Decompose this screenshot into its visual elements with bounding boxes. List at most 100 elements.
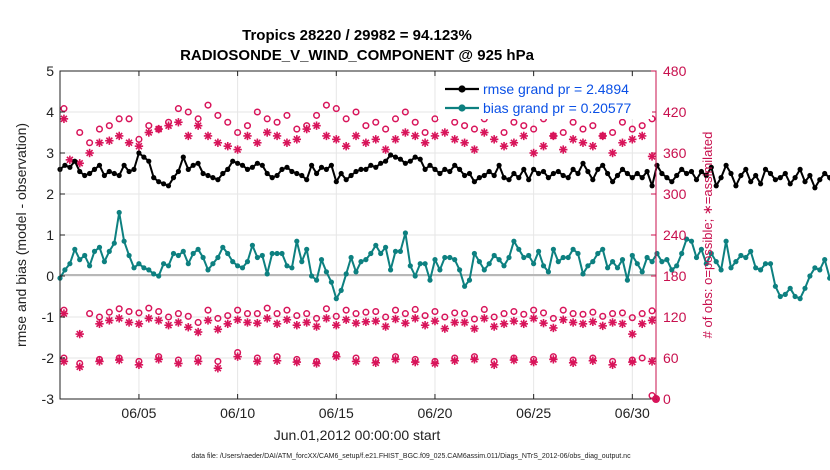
bias-point [481,267,487,273]
rmse-point [718,175,724,181]
rmse-point [230,158,236,164]
assimilated-count-marker [193,357,203,366]
assimilated-count-marker [450,356,459,365]
possible-count-marker [273,310,281,318]
assimilated-count-marker [499,141,509,151]
rmse-point [348,172,354,179]
rmse-point [674,172,680,179]
assimilated-count-marker [233,352,242,361]
rmse-point [156,179,162,185]
bias-point [437,267,443,273]
possible-count-marker [263,304,271,312]
y-axis-label-left: rmse and bias (model - observation) [13,123,29,347]
assimilated-count-marker [174,318,183,327]
rmse-point [323,166,329,172]
rmse-point [111,170,117,177]
assimilated-count-marker [341,141,351,151]
bias-point [466,277,473,283]
bias-point [639,269,645,275]
possible-count-marker [224,118,232,126]
y-tick-label: -2 [42,350,55,366]
assimilated-count-marker [223,319,232,329]
bias-point [723,238,729,244]
assimilated-count-marker [95,357,104,366]
bias-point [753,265,759,271]
assimilated-count-marker [59,114,69,124]
assimilated-count-marker [233,315,242,324]
rmse-point [318,164,325,170]
y-tick-label: -3 [42,391,55,407]
possible-count-marker [243,122,252,130]
bias-point [175,252,181,259]
rmse-point [619,166,626,172]
possible-count-marker [224,312,232,320]
bias-point [545,269,552,275]
rmse-point [560,172,566,179]
possible-count-marker [76,128,84,137]
possible-count-marker [184,108,192,116]
bias-point [822,257,828,263]
bias-point [718,267,724,273]
bias-point [787,285,793,291]
rmse-point [807,172,813,179]
x-axis-label: Jun.01,2012 00:00:00 start [274,427,441,443]
rmse-point [664,175,670,181]
rmse-point [496,162,502,168]
assimilated-count-marker [253,318,262,328]
rmse-point [180,154,186,160]
possible-count-marker [510,118,518,126]
bias-point [674,263,680,269]
assimilated-count-marker [618,138,627,147]
assimilated-count-marker [243,131,252,141]
possible-count-marker [243,310,252,318]
y2-tick-label: 240 [663,227,687,243]
bias-point [239,265,246,271]
rmse-point [274,172,280,179]
rmse-point [175,168,181,175]
possible-count-marker [352,310,360,318]
assimilated-count-marker [509,355,519,365]
assimilated-count-marker [637,319,647,329]
rmse-point [161,181,167,187]
assimilated-count-marker [134,141,144,151]
possible-count-marker [86,139,94,147]
assimilated-count-marker [519,319,528,329]
bias-point [614,265,621,271]
assimilated-count-marker [647,357,657,366]
assimilated-count-marker [213,364,223,373]
possible-count-marker [411,305,419,314]
bias-point [624,277,631,283]
y2-tick-label: 120 [663,309,687,325]
possible-count-marker [214,314,222,322]
possible-count-marker [125,115,133,123]
rmse-point [353,168,359,175]
rmse-point [610,179,616,185]
rmse-point [639,175,645,181]
assimilated-count-marker [124,138,134,147]
rmse-point [392,154,399,160]
bias-point [235,263,241,269]
bias-point [550,246,557,252]
assimilated-count-marker [529,148,538,158]
rmse-point [817,177,823,183]
bias-point [560,254,566,261]
rmse-point [471,179,477,185]
bias-point [121,238,127,244]
possible-count-marker [313,314,321,322]
bias-point [161,261,167,267]
bias-point [225,250,231,257]
rmse-point [131,166,137,172]
possible-count-marker [421,128,429,137]
bias-point [151,271,157,277]
assimilated-count-marker [470,355,479,364]
rmse-point [777,175,783,181]
bias-point [185,261,191,267]
assimilated-count-marker [460,138,469,147]
bias-point [797,296,803,302]
possible-count-marker [155,307,163,316]
assimilated-count-marker [203,131,213,141]
legend: rmse grand pr = 2.4894 bias grand pr = 0… [438,77,652,119]
rmse-point [822,170,828,177]
bias-point [220,244,226,250]
rmse-point [170,175,177,181]
